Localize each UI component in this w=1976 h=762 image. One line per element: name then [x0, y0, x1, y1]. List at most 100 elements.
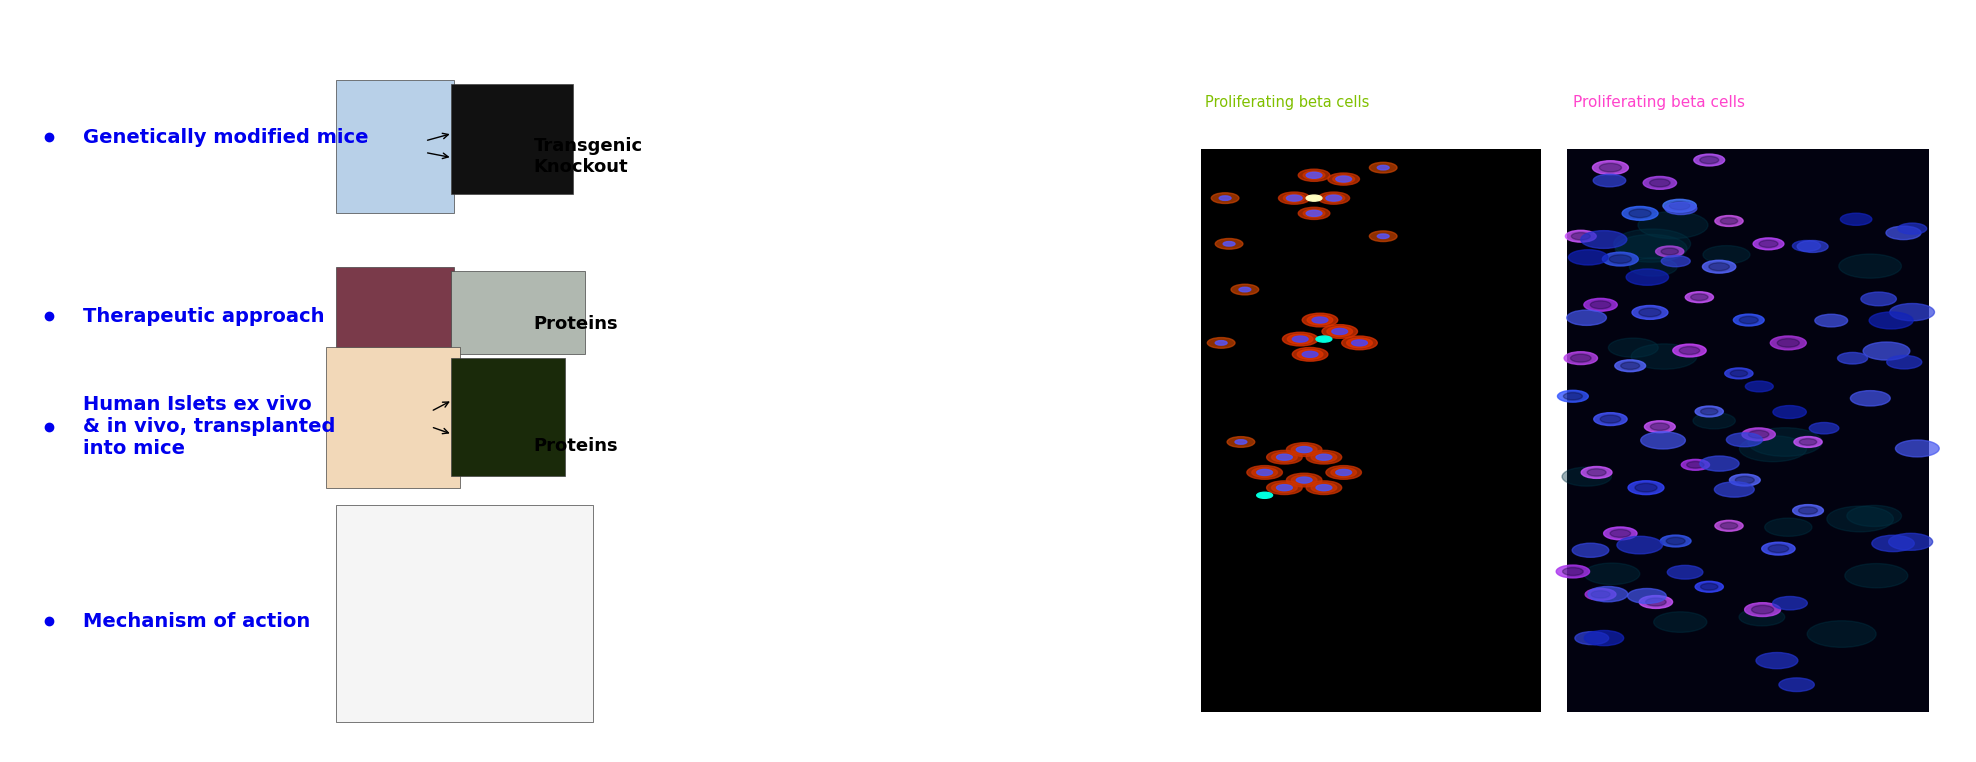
Circle shape	[1644, 177, 1676, 189]
Text: Transgenic
Knockout: Transgenic Knockout	[534, 137, 642, 175]
Text: Mechanism of action: Mechanism of action	[83, 612, 310, 630]
Circle shape	[1757, 652, 1798, 669]
Circle shape	[1302, 351, 1318, 357]
Circle shape	[1670, 202, 1689, 210]
Circle shape	[1745, 381, 1772, 392]
Circle shape	[1338, 177, 1350, 181]
Circle shape	[1306, 450, 1342, 464]
Circle shape	[1628, 481, 1664, 495]
Circle shape	[1814, 314, 1848, 327]
Circle shape	[1889, 533, 1933, 550]
Circle shape	[1326, 195, 1342, 201]
Circle shape	[1247, 466, 1282, 479]
Circle shape	[1257, 492, 1273, 498]
Circle shape	[1296, 350, 1324, 360]
Circle shape	[1257, 469, 1273, 475]
Circle shape	[1304, 171, 1326, 180]
Circle shape	[1312, 317, 1328, 323]
Bar	[451, 358, 565, 476]
Circle shape	[1308, 173, 1320, 178]
Circle shape	[1662, 255, 1689, 267]
Circle shape	[1769, 545, 1788, 552]
Circle shape	[1219, 196, 1231, 200]
Circle shape	[1336, 176, 1352, 182]
Circle shape	[1688, 462, 1703, 468]
Circle shape	[1306, 210, 1322, 216]
Circle shape	[1603, 252, 1638, 266]
Circle shape	[1871, 535, 1915, 552]
Circle shape	[1715, 216, 1743, 226]
Circle shape	[1693, 412, 1735, 429]
Circle shape	[1861, 292, 1897, 306]
Circle shape	[1239, 287, 1251, 292]
Circle shape	[1571, 354, 1591, 362]
Circle shape	[1630, 344, 1697, 370]
Circle shape	[1632, 306, 1668, 319]
Circle shape	[1286, 473, 1322, 487]
Circle shape	[1763, 543, 1794, 555]
Circle shape	[1644, 421, 1676, 433]
Circle shape	[1332, 328, 1348, 335]
Circle shape	[1743, 428, 1774, 440]
Text: Therapeutic approach: Therapeutic approach	[83, 307, 324, 325]
Circle shape	[1276, 485, 1292, 491]
Circle shape	[1296, 447, 1312, 453]
Circle shape	[1660, 535, 1691, 547]
Circle shape	[1306, 195, 1322, 201]
Circle shape	[1288, 335, 1314, 344]
Circle shape	[1276, 454, 1292, 460]
Circle shape	[1715, 520, 1743, 531]
Circle shape	[1593, 174, 1626, 187]
Circle shape	[1680, 347, 1699, 354]
Circle shape	[1608, 338, 1658, 357]
Circle shape	[1312, 453, 1336, 462]
Circle shape	[1715, 482, 1755, 497]
Circle shape	[1640, 596, 1672, 608]
Circle shape	[1796, 241, 1828, 252]
Circle shape	[1563, 392, 1583, 400]
Circle shape	[1800, 439, 1816, 445]
Circle shape	[1336, 469, 1352, 475]
Circle shape	[1267, 481, 1302, 495]
Bar	[326, 347, 460, 488]
Circle shape	[1223, 242, 1235, 246]
Circle shape	[1296, 477, 1312, 483]
Circle shape	[1298, 169, 1330, 181]
Circle shape	[1316, 454, 1332, 460]
Circle shape	[1585, 588, 1616, 600]
Circle shape	[1628, 209, 1652, 218]
Circle shape	[1286, 195, 1302, 201]
Circle shape	[1605, 527, 1636, 539]
Circle shape	[1215, 239, 1243, 249]
Circle shape	[1701, 584, 1717, 590]
Circle shape	[1575, 632, 1608, 645]
Circle shape	[1276, 485, 1292, 491]
Circle shape	[1332, 328, 1348, 335]
Circle shape	[1296, 477, 1312, 483]
Circle shape	[1569, 250, 1608, 265]
Circle shape	[1622, 207, 1658, 220]
Bar	[336, 80, 454, 213]
Circle shape	[1302, 351, 1318, 357]
Circle shape	[1895, 440, 1938, 457]
Circle shape	[1336, 469, 1352, 475]
Bar	[451, 84, 573, 194]
Circle shape	[1608, 255, 1632, 264]
Circle shape	[1322, 325, 1358, 338]
Circle shape	[1332, 174, 1356, 184]
Circle shape	[1599, 163, 1622, 172]
Circle shape	[1215, 341, 1227, 345]
Circle shape	[1662, 248, 1678, 255]
Circle shape	[1682, 459, 1709, 470]
Circle shape	[1709, 263, 1729, 271]
Text: Proteins: Proteins	[534, 315, 618, 333]
Circle shape	[1614, 235, 1688, 262]
Circle shape	[1557, 565, 1589, 578]
Circle shape	[1840, 254, 1901, 278]
Circle shape	[1328, 327, 1352, 337]
Circle shape	[1292, 336, 1308, 342]
Circle shape	[1308, 211, 1320, 216]
Circle shape	[1810, 422, 1840, 434]
Circle shape	[1610, 530, 1630, 537]
Circle shape	[1306, 172, 1322, 178]
